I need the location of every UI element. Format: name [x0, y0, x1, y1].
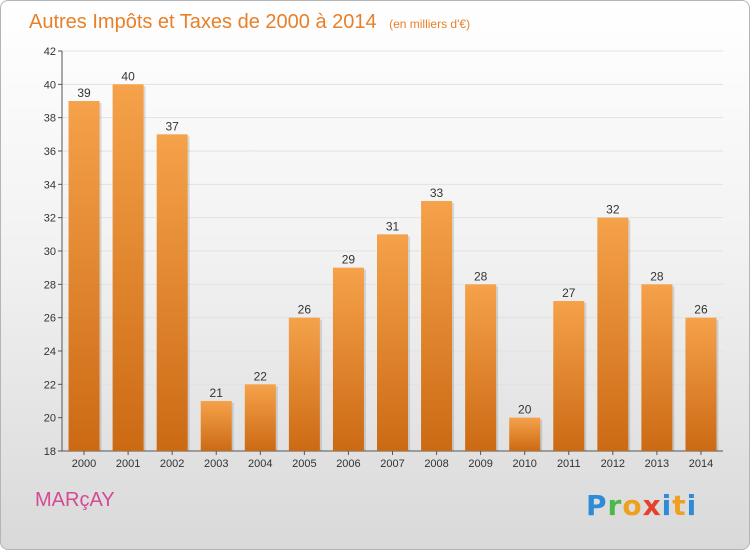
bar-2008: [421, 201, 453, 451]
value-label-2011: 27: [562, 286, 576, 300]
chart-unit-note: (en milliers d'€): [389, 17, 470, 31]
bars: [68, 84, 719, 452]
y-tick-label: 28: [44, 279, 56, 291]
value-label-2004: 22: [254, 369, 268, 383]
axes: 18 20 22 24 26 28 30 32 34 36 38 40 42 2000 2001 2002 20…: [44, 46, 723, 470]
y-tick-label: 42: [44, 46, 56, 58]
value-label-2001: 40: [121, 69, 135, 83]
y-tick-label: 20: [44, 413, 56, 425]
bar-2012: [597, 217, 629, 451]
y-tick-label: 34: [44, 179, 56, 191]
value-label-2000: 39: [77, 86, 91, 100]
x-tick-label-2001: 2001: [116, 458, 140, 470]
bar-2007: [377, 234, 408, 451]
bar-2011: [553, 301, 585, 451]
bar-2004: [244, 384, 276, 451]
chart-title-group: Autres Impôts et Taxes de 2000 à 2014 (e…: [29, 11, 470, 33]
value-label-2008: 33: [430, 186, 444, 200]
value-label-2010: 20: [518, 403, 532, 417]
y-tick-label: 24: [44, 346, 56, 358]
bar-2014: [685, 317, 717, 451]
x-tick-label-2006: 2006: [336, 458, 360, 470]
bar-2010: [509, 417, 541, 451]
chart-title: Autres Impôts et Taxes de 2000 à 2014: [29, 11, 377, 33]
x-tick-label-2002: 2002: [160, 458, 184, 470]
y-tick-label: 18: [44, 446, 56, 458]
x-tick-label-2005: 2005: [292, 458, 316, 470]
bar-2002: [156, 134, 188, 452]
y-tick-label: 32: [44, 213, 56, 225]
x-tick-label-2003: 2003: [204, 458, 228, 470]
x-tick-label-2008: 2008: [424, 458, 448, 470]
value-label-2009: 28: [474, 269, 488, 283]
value-label-2013: 28: [650, 269, 664, 283]
bar-2005: [288, 317, 320, 451]
x-tick-label-2007: 2007: [380, 458, 404, 470]
bar-2009: [465, 284, 497, 451]
y-tick-label: 30: [44, 246, 56, 258]
value-label-2007: 31: [386, 219, 400, 233]
value-label-2006: 29: [342, 253, 356, 267]
value-label-2005: 26: [298, 303, 312, 317]
x-tick-label-2000: 2000: [72, 458, 96, 470]
value-label-2002: 37: [165, 119, 179, 133]
x-tick-label-2014: 2014: [689, 458, 713, 470]
value-label-2003: 21: [210, 386, 224, 400]
value-label-2012: 32: [606, 203, 620, 217]
y-tick-label: 26: [44, 313, 56, 325]
value-labels: 39 40 37 21 22 26 29 31 33 28 20 27 32 28 26: [77, 69, 708, 416]
commune-name: MARçAY: [35, 489, 115, 511]
bar-2001: [112, 84, 144, 451]
value-label-2014: 26: [694, 303, 708, 317]
y-tick-label: 22: [44, 379, 56, 391]
x-tick-label-2004: 2004: [248, 458, 272, 470]
bar-2006: [332, 267, 364, 451]
x-tick-label-2013: 2013: [645, 458, 669, 470]
x-tick-label-2012: 2012: [601, 458, 625, 470]
x-tick-label-2011: 2011: [557, 458, 581, 470]
x-tick-label-2010: 2010: [512, 458, 536, 470]
bar-2013: [641, 284, 673, 451]
bar-2003: [200, 401, 232, 451]
proxiti-logo: Proxiti: [586, 489, 698, 522]
bar-2000: [68, 101, 100, 451]
y-tick-label: 38: [44, 113, 56, 125]
y-tick-label: 36: [44, 146, 56, 158]
y-tick-label: 40: [44, 79, 56, 91]
x-tick-label-2009: 2009: [468, 458, 492, 470]
